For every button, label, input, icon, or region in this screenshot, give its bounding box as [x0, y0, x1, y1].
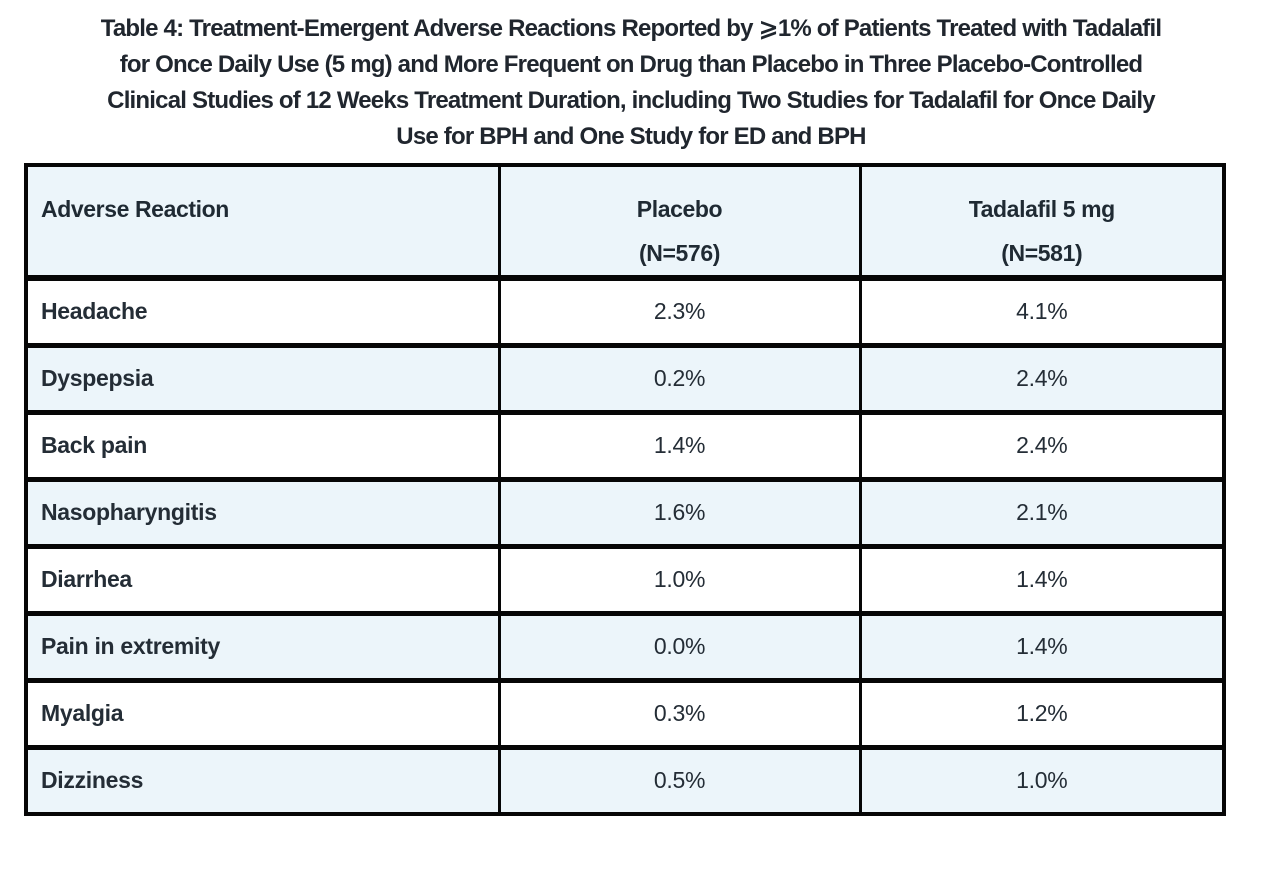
header-tadalafil-n: (N=581)	[1001, 240, 1083, 266]
tadalafil-value-cell: 1.2%	[858, 678, 1226, 750]
tadalafil-value-cell: 1.4%	[858, 611, 1226, 683]
header-placebo: Placebo (N=576)	[497, 163, 862, 281]
adverse-reaction-cell: Dyspepsia	[24, 343, 501, 415]
tadalafil-value-cell: 1.4%	[858, 544, 1226, 616]
table-title-line-1: Table 4: Treatment-Emergent Adverse Reac…	[100, 15, 1162, 42]
placebo-value-cell: 0.5%	[497, 745, 862, 816]
adverse-reaction-cell: Back pain	[24, 410, 501, 482]
placebo-value-cell: 1.4%	[497, 410, 862, 482]
placebo-value-cell: 1.0%	[497, 544, 862, 616]
adverse-reaction-cell: Dizziness	[24, 745, 501, 816]
table-row: Headache 2.3% 4.1%	[24, 276, 1226, 348]
header-tadalafil-label: Tadalafil 5 mg	[968, 196, 1115, 222]
table-row: Dyspepsia 0.2% 2.4%	[24, 343, 1226, 415]
placebo-value-cell: 0.2%	[497, 343, 862, 415]
adverse-reaction-cell: Pain in extremity	[24, 611, 501, 683]
header-placebo-n: (N=576)	[639, 240, 720, 266]
header-row: Adverse Reaction Placebo (N=576) Tadalaf…	[24, 163, 1226, 281]
adverse-reaction-cell: Diarrhea	[24, 544, 501, 616]
placebo-value-cell: 0.3%	[497, 678, 862, 750]
table-title-line-2: for Once Daily Use (5 mg) and More Frequ…	[119, 51, 1143, 78]
table-title: Table 4: Treatment-Emergent Adverse Reac…	[0, 11, 1262, 155]
tadalafil-value-cell: 4.1%	[858, 276, 1226, 348]
table-row: Diarrhea 1.0% 1.4%	[24, 544, 1226, 616]
placebo-value-cell: 0.0%	[497, 611, 862, 683]
page: Table 4: Treatment-Emergent Adverse Reac…	[0, 11, 1262, 816]
table-row: Pain in extremity 0.0% 1.4%	[24, 611, 1226, 683]
tadalafil-value-cell: 2.1%	[858, 477, 1226, 549]
table-row: Dizziness 0.5% 1.0%	[24, 745, 1226, 816]
header-placebo-label: Placebo	[636, 196, 723, 222]
placebo-value-cell: 2.3%	[497, 276, 862, 348]
header-adverse-reaction: Adverse Reaction	[24, 163, 501, 281]
tadalafil-value-cell: 2.4%	[858, 343, 1226, 415]
adverse-reactions-table: Adverse Reaction Placebo (N=576) Tadalaf…	[24, 163, 1226, 816]
adverse-reaction-cell: Headache	[24, 276, 501, 348]
tadalafil-value-cell: 1.0%	[858, 745, 1226, 816]
adverse-reaction-cell: Myalgia	[24, 678, 501, 750]
placebo-value-cell: 1.6%	[497, 477, 862, 549]
table-title-line-3: Clinical Studies of 12 Weeks Treatment D…	[107, 87, 1155, 114]
header-tadalafil: Tadalafil 5 mg (N=581)	[858, 163, 1226, 281]
table-row: Nasopharyngitis 1.6% 2.1%	[24, 477, 1226, 549]
table-row: Myalgia 0.3% 1.2%	[24, 678, 1226, 750]
table-row: Back pain 1.4% 2.4%	[24, 410, 1226, 482]
table-title-line-4: Use for BPH and One Study for ED and BPH	[396, 123, 866, 150]
adverse-reaction-cell: Nasopharyngitis	[24, 477, 501, 549]
tadalafil-value-cell: 2.4%	[858, 410, 1226, 482]
